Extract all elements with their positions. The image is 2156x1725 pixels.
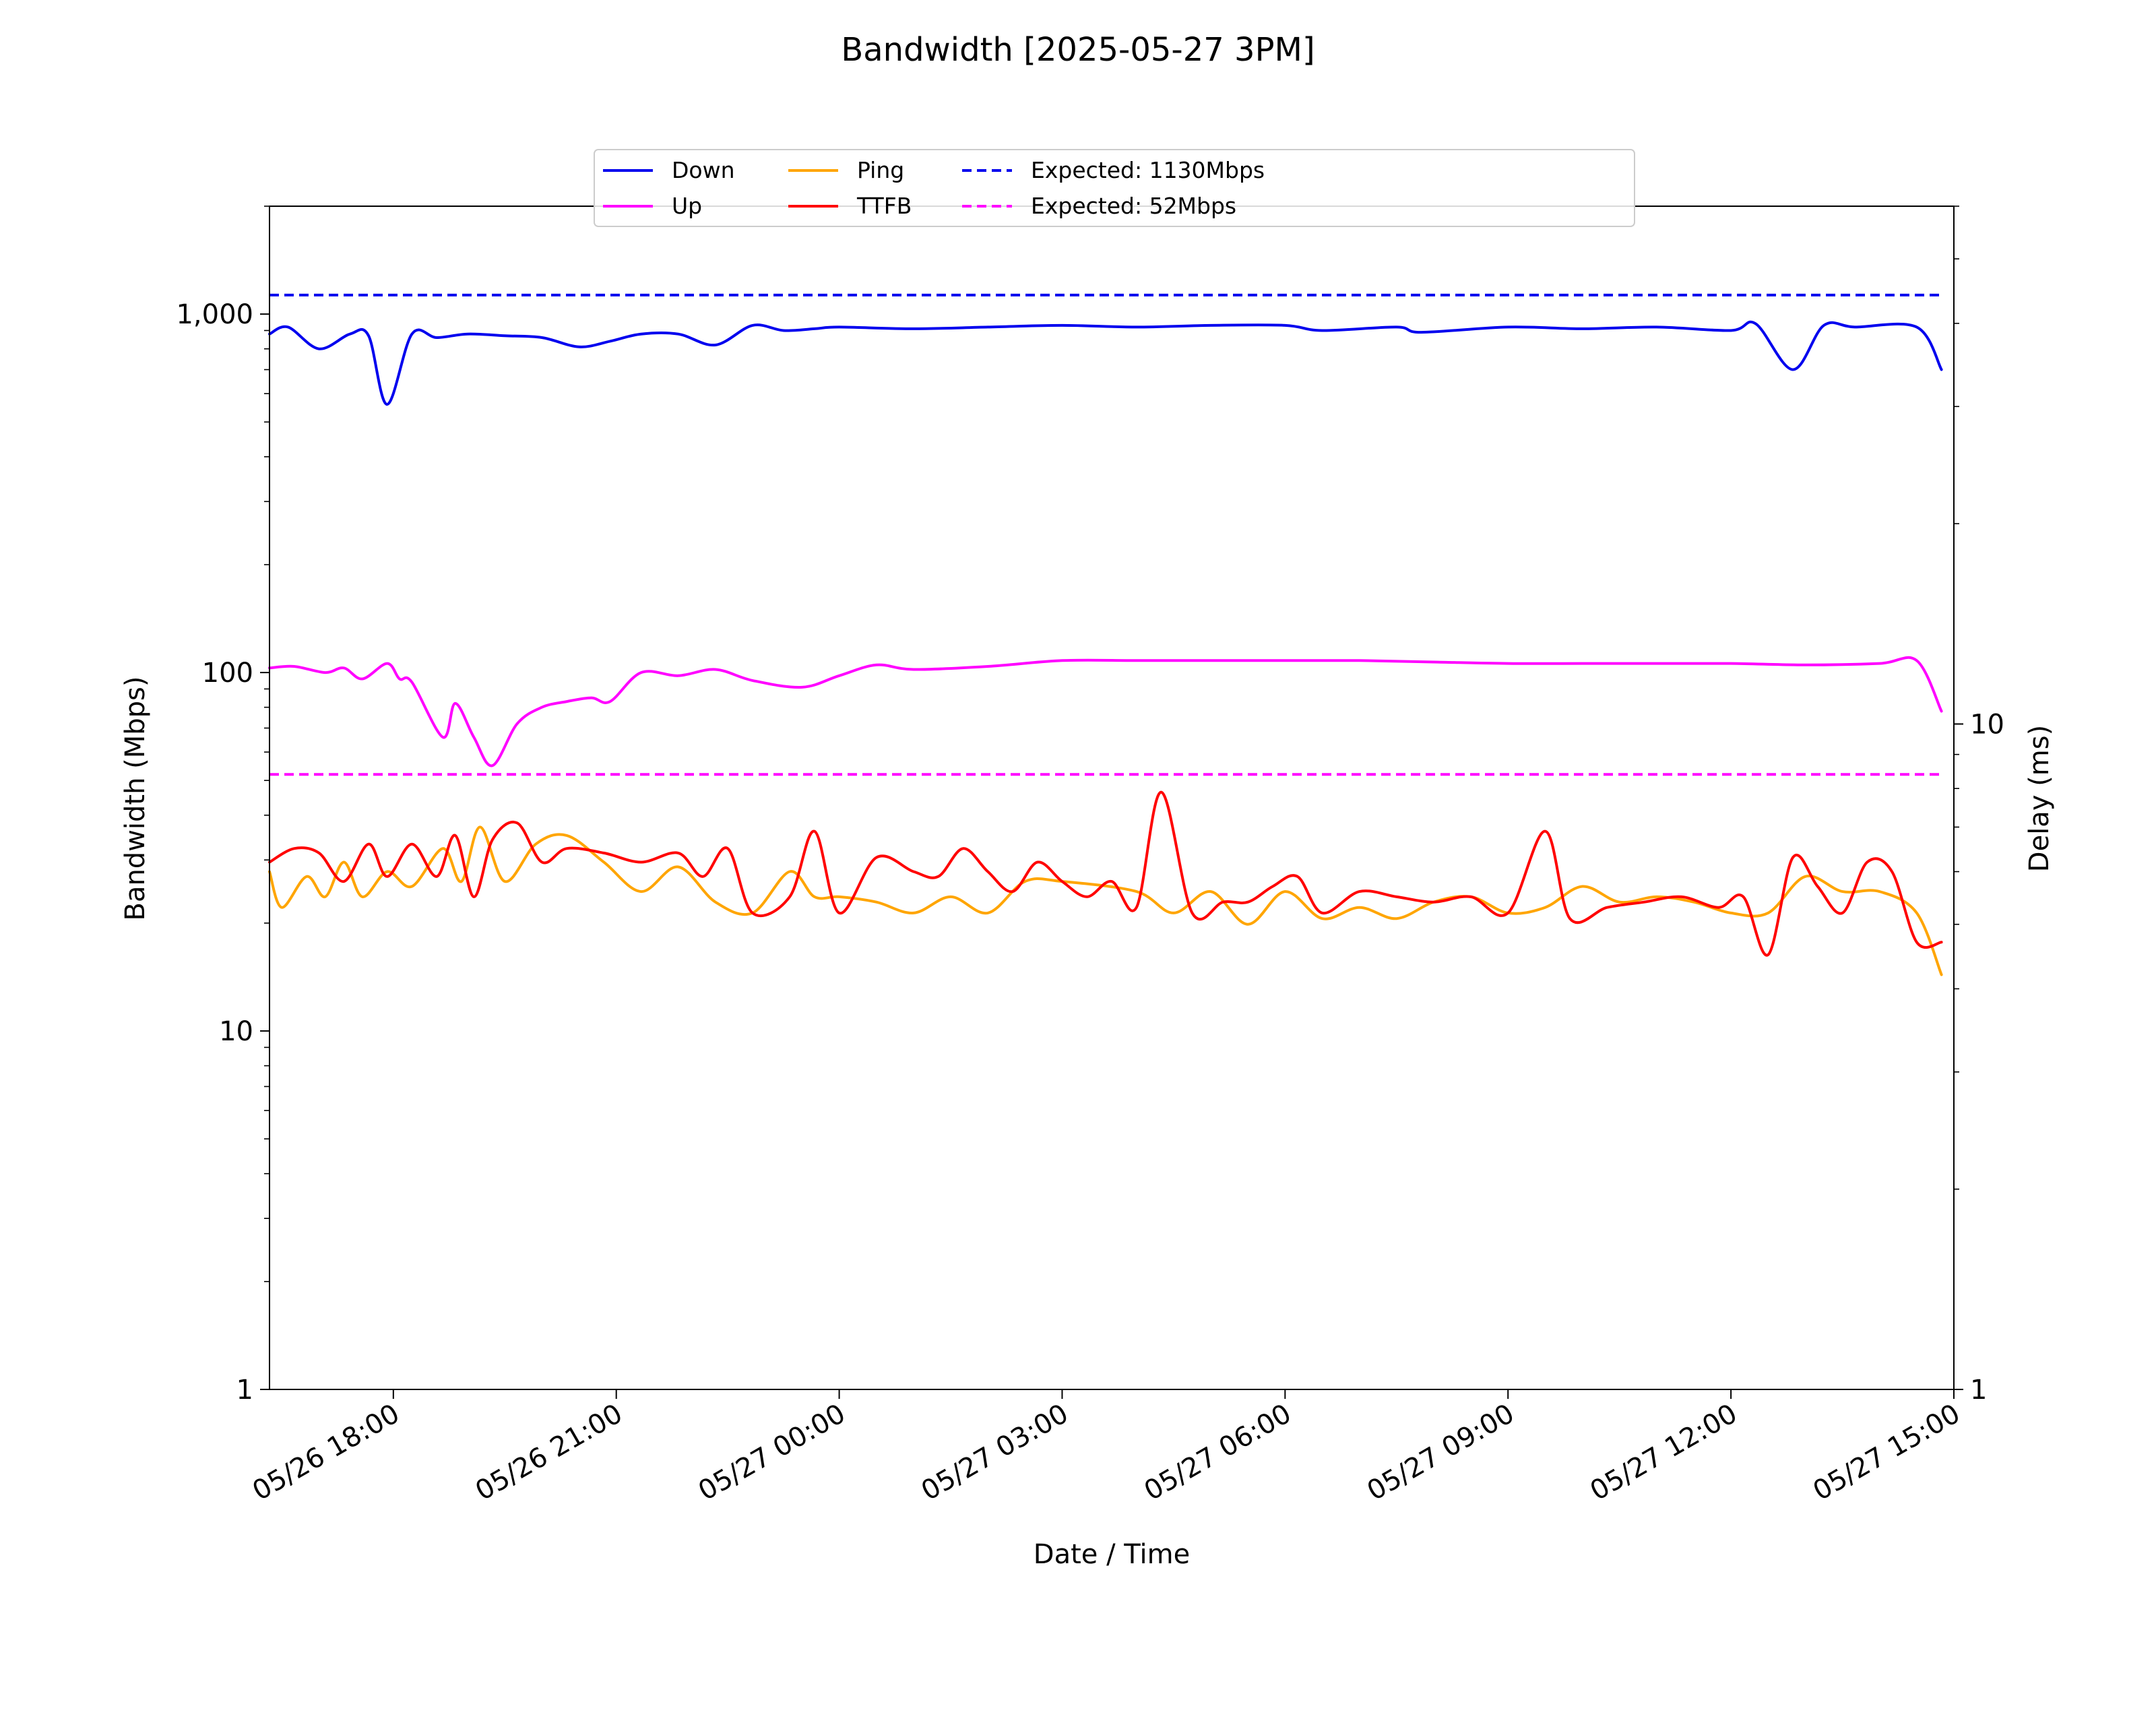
y-axis-left: 1 10 100 1,000 — [176, 206, 270, 1406]
series-line-down — [268, 320, 1943, 406]
series-layer — [268, 293, 1943, 976]
y2-axis-title: Delay (ms) — [2024, 725, 2055, 872]
x-axis-title: Date / Time — [1034, 1539, 1190, 1570]
y-tick-label: 1 — [236, 1375, 253, 1406]
legend-label: Down — [672, 157, 735, 183]
y2-tick-label: 10 — [1970, 709, 2004, 740]
chart-title: Bandwidth [2025-05-27 3PM] — [841, 31, 1314, 69]
y-axis-right: 1 10 — [1954, 206, 2004, 1406]
legend-box — [594, 149, 1635, 227]
legend-label: Expected: 1130Mbps — [1031, 157, 1265, 183]
legend: Down Up Ping TTFB Expected: 1130Mbps Expected… — [594, 149, 1635, 227]
series-line-ttfb — [268, 790, 1943, 957]
y-tick-label: 1,000 — [176, 299, 253, 330]
series-line-ping — [268, 825, 1943, 976]
y-axis-title: Bandwidth (Mbps) — [120, 676, 151, 920]
y2-tick-label: 1 — [1970, 1375, 1987, 1406]
legend-label: Up — [672, 193, 702, 219]
legend-label: TTFB — [856, 193, 912, 219]
legend-label: Ping — [857, 157, 904, 183]
y-tick-label: 100 — [202, 658, 253, 689]
y-tick-label: 10 — [219, 1016, 253, 1047]
series-line-up — [268, 656, 1943, 767]
legend-label: Expected: 52Mbps — [1031, 193, 1236, 219]
